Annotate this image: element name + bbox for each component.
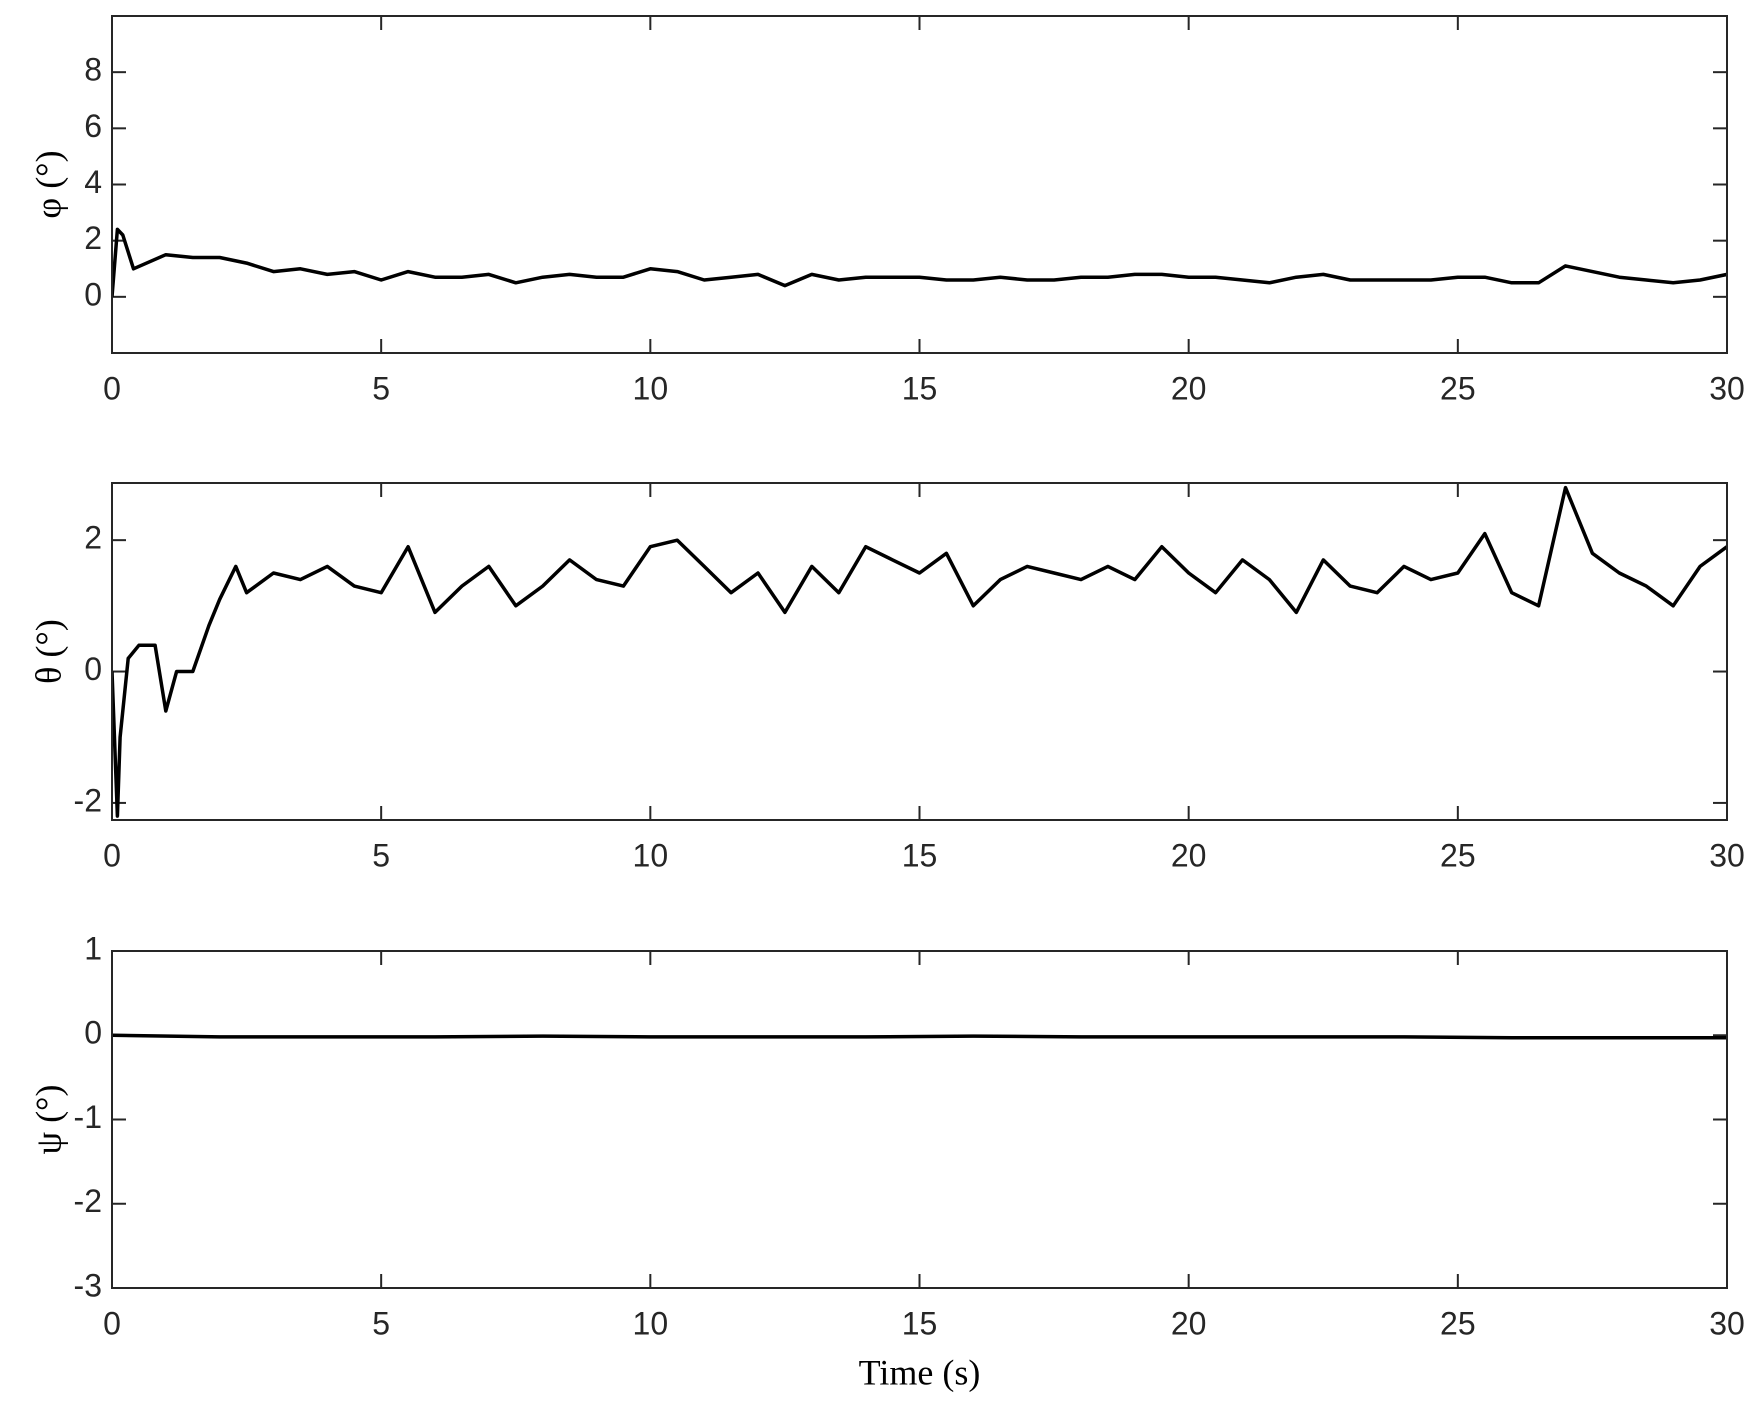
x-tick-label: 0 — [103, 837, 121, 873]
x-tick-label: 25 — [1440, 837, 1476, 873]
data-line — [112, 227, 1727, 297]
x-tick-label: 10 — [633, 1305, 669, 1341]
x-tick-label: 30 — [1709, 837, 1745, 873]
x-tick-label: 10 — [633, 837, 669, 873]
x-tick-label: 15 — [902, 837, 938, 873]
x-tick-label: 0 — [103, 370, 121, 406]
y-axis-label: φ (°) — [28, 150, 68, 218]
y-tick-label: 8 — [84, 52, 102, 88]
x-tick-label: 30 — [1709, 370, 1745, 406]
x-tick-label: 0 — [103, 1305, 121, 1341]
x-tick-label: 20 — [1171, 370, 1207, 406]
x-tick-label: 5 — [372, 370, 390, 406]
y-tick-label: 6 — [84, 108, 102, 144]
x-tick-label: 5 — [372, 837, 390, 873]
y-tick-label: -3 — [74, 1267, 102, 1303]
y-axis-label: θ (°) — [28, 619, 68, 684]
y-axis-label: ψ (°) — [28, 1085, 68, 1155]
data-line — [112, 1033, 1727, 1040]
y-tick-label: 0 — [84, 1015, 102, 1051]
x-tick-label: 20 — [1171, 837, 1207, 873]
y-tick-label: 4 — [84, 164, 102, 200]
x-tick-label: 15 — [902, 370, 938, 406]
y-tick-label: 0 — [84, 276, 102, 312]
x-tick-label: 20 — [1171, 1305, 1207, 1341]
y-tick-label: -2 — [74, 1183, 102, 1219]
y-tick-label: 2 — [84, 220, 102, 256]
x-axis-label: Time (s) — [859, 1352, 981, 1392]
x-tick-label: 5 — [372, 1305, 390, 1341]
y-tick-label: -1 — [74, 1099, 102, 1135]
x-tick-label: 15 — [902, 1305, 938, 1341]
x-tick-label: 25 — [1440, 1305, 1476, 1341]
y-tick-label: -2 — [74, 782, 102, 818]
plot-frame — [111, 482, 1728, 821]
plot-frame — [111, 950, 1728, 1289]
plot-frame — [111, 15, 1728, 354]
y-tick-label: 0 — [84, 651, 102, 687]
y-tick-label: 2 — [84, 520, 102, 556]
data-line — [112, 485, 1727, 818]
x-tick-label: 30 — [1709, 1305, 1745, 1341]
x-tick-label: 10 — [633, 370, 669, 406]
y-tick-label: 1 — [84, 930, 102, 966]
x-tick-label: 25 — [1440, 370, 1476, 406]
